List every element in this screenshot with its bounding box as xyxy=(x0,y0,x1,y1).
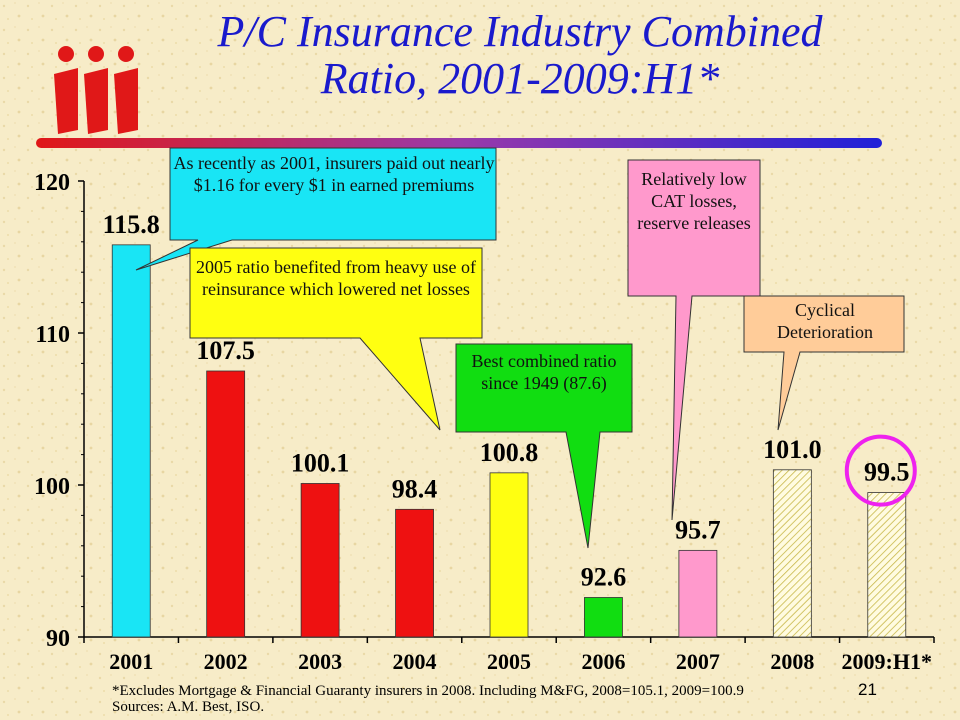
callout-2007-box xyxy=(627,159,761,521)
callout-2005-box xyxy=(189,247,483,431)
data-label: 92.6 xyxy=(581,562,627,591)
y-tick-label: 120 xyxy=(34,170,70,196)
data-label: 107.5 xyxy=(196,336,255,365)
callout-2006-text: Best combined ratio since 1949 (87.6) xyxy=(471,351,617,393)
bar-2002 xyxy=(206,370,246,638)
callout-2005-text: 2005 ratio benefited from heavy use of r… xyxy=(196,257,476,299)
x-tick-label: 2001 xyxy=(109,649,153,674)
data-label: 101.0 xyxy=(763,435,822,464)
footnote-line-1: *Excludes Mortgage & Financial Guaranty … xyxy=(112,683,744,699)
bar-2001 xyxy=(111,244,151,638)
data-label: 95.7 xyxy=(675,515,721,544)
y-tick-label: 100 xyxy=(34,474,70,500)
bar-2006 xyxy=(584,597,623,638)
footnote-line-2: Sources: A.M. Best, ISO. xyxy=(112,699,265,715)
y-tick-label: 90 xyxy=(46,626,70,652)
x-tick-label: 2005 xyxy=(487,649,531,674)
iii-logo-icon: iii xyxy=(54,46,138,134)
title-divider xyxy=(36,138,882,148)
bar-2007 xyxy=(678,549,718,638)
callout-2007-text: Relatively low CAT losses, reserve relea… xyxy=(637,169,751,233)
x-tick-label: 2003 xyxy=(298,649,342,674)
x-tick-label: 2008 xyxy=(770,649,814,674)
page-title: P/C Insurance Industry Combined Ratio, 2… xyxy=(140,8,900,102)
callout-2006-box xyxy=(455,343,633,549)
bar-2008 xyxy=(772,469,812,638)
x-tick-label: 2006 xyxy=(581,649,625,674)
x-tick-label: 2002 xyxy=(204,649,248,674)
highlight-circle xyxy=(844,434,917,507)
bar-2003 xyxy=(300,483,340,638)
callout-2008-text: Cyclical Deterioration xyxy=(777,300,873,342)
data-label: 100.8 xyxy=(480,438,539,467)
data-label: 99.5 xyxy=(864,458,910,487)
callout-2001-box xyxy=(135,147,497,271)
page-number: 21 xyxy=(858,680,877,699)
data-label: 100.1 xyxy=(291,448,350,477)
callout-2001-text: As recently as 2001, insurers paid out n… xyxy=(173,153,495,195)
title-line-1: P/C Insurance Industry Combined xyxy=(217,7,823,56)
callout-2008-box xyxy=(743,295,905,431)
x-tick-label: 2004 xyxy=(393,649,437,674)
bar-2005 xyxy=(489,472,529,638)
title-line-2: Ratio, 2001-2009:H1* xyxy=(320,54,720,103)
data-label: 98.4 xyxy=(392,474,438,503)
y-tick-label: 110 xyxy=(35,322,70,348)
x-tick-label: 2007 xyxy=(676,649,720,674)
bar-2009H1 xyxy=(867,492,907,638)
x-tick-label: 2009:H1* xyxy=(842,649,932,674)
bar-2004 xyxy=(395,508,434,638)
data-label: 115.8 xyxy=(103,210,160,239)
footnote: *Excludes Mortgage & Financial Guaranty … xyxy=(112,683,744,715)
